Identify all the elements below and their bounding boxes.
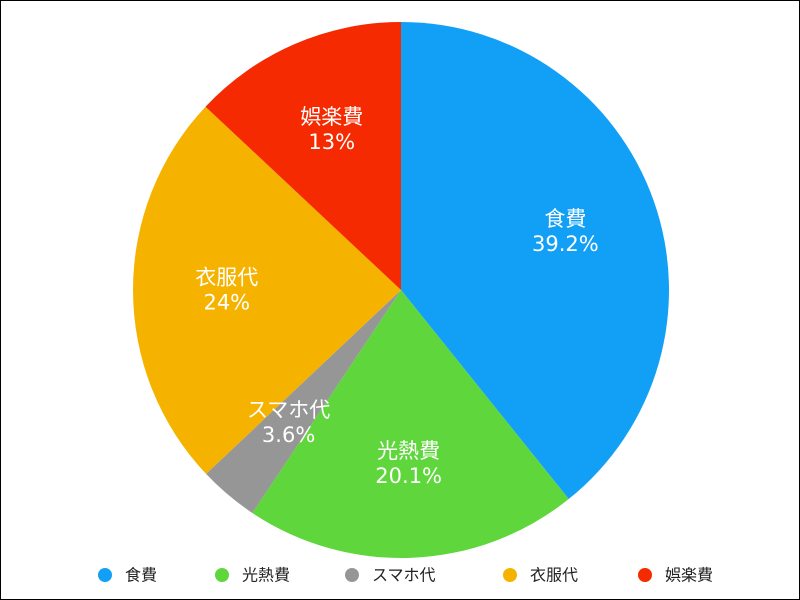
legend-marker	[503, 568, 517, 582]
slice-category: 食費	[544, 207, 586, 231]
slice-value-label: 3.6%	[262, 423, 315, 447]
pie-slice	[132, 106, 401, 474]
legend-marker	[345, 568, 359, 582]
legend-marker	[215, 568, 229, 582]
legend-label: 光熱費	[242, 566, 290, 585]
slice-value-label: 13%	[308, 130, 355, 154]
slice-category: 衣服代	[195, 265, 258, 289]
legend-label: 娯楽費	[665, 566, 713, 585]
legend-marker	[98, 568, 112, 582]
slice-category: 娯楽費	[300, 105, 363, 129]
pie-slice	[206, 290, 401, 513]
legend-label: スマホ代	[372, 566, 436, 585]
slice-category: 光熱費	[377, 439, 440, 463]
pie-slice	[252, 290, 569, 559]
legend-label: 食費	[125, 566, 157, 585]
legend-marker	[638, 568, 652, 582]
slice-value-label: 20.1%	[375, 464, 442, 488]
pie-slice	[401, 22, 669, 500]
slice-category: スマホ代	[247, 398, 330, 422]
slice-value-label: 39.2%	[532, 232, 599, 256]
slice-value-label: 24%	[203, 290, 250, 314]
pie-slice	[205, 22, 401, 290]
legend-label: 衣服代	[530, 566, 578, 585]
